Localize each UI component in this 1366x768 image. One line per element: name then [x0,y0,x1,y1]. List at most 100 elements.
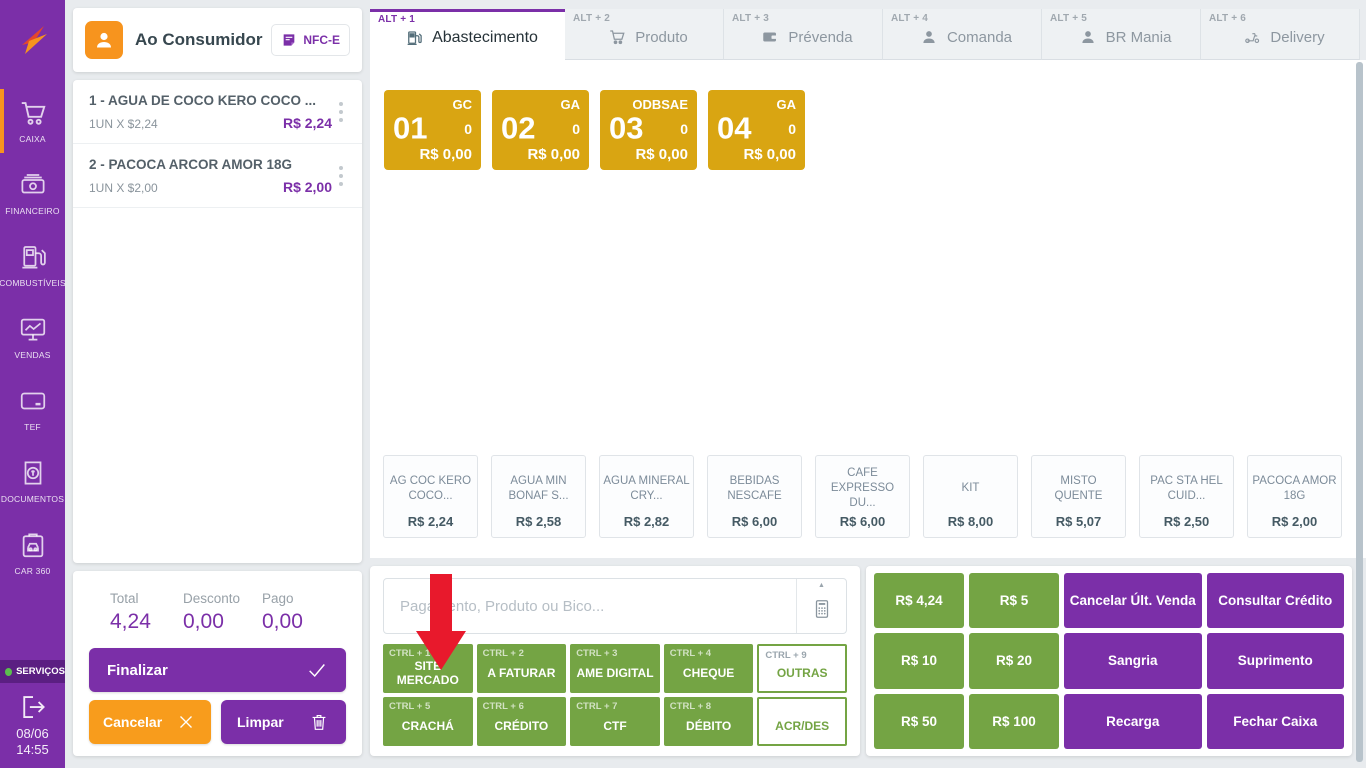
chevron-up-icon: ▲ [818,582,825,589]
sidebar-item-combustiveis[interactable]: COMBUSTÍVEIS [0,229,66,301]
pump-number: 04 [717,110,752,146]
tab-prevenda[interactable]: ALT + 3 Prévenda [724,9,883,60]
cash-button-50[interactable]: R$ 50 [874,693,964,749]
document-coin-icon [24,461,41,485]
logout-icon [22,696,45,718]
payment-debito[interactable]: CTRL + 8 DÉBITO [663,697,754,746]
suprimento-button[interactable]: Suprimento [1206,633,1344,689]
item-options-icon[interactable] [332,157,350,195]
tab-produto[interactable]: ALT + 2 Produto [565,9,724,60]
cash-button-4-24[interactable]: R$ 4,24 [874,573,964,629]
payment-credito[interactable]: CTRL + 6 CRÉDITO [476,697,567,746]
product-tile[interactable]: CAFE EXPRESSO DU... R$ 6,00 [815,455,910,538]
tab-label: BR Mania [1105,28,1172,46]
trash-icon [312,714,326,730]
cash-button-5[interactable]: R$ 5 [969,573,1059,629]
cash-actions-panel: R$ 4,24 R$ 5 Cancelar Últ. Venda Consult… [866,566,1352,756]
scrollbar[interactable] [1356,62,1363,762]
close-icon [180,716,192,728]
product-price: R$ 2,50 [1163,514,1210,529]
item-options-icon[interactable] [332,93,350,131]
tab-shortcut: ALT + 2 [573,13,611,24]
sidebar-item-servicos[interactable]: SERVIÇOS [0,660,65,683]
product-price: R$ 5,07 [1055,514,1102,529]
payment-acr-des[interactable]: ACR/DES [757,697,847,746]
consultar-credito-button[interactable]: Consultar Crédito [1206,573,1344,629]
pump-count: 0 [788,121,796,137]
pump-tile[interactable]: 01 GC 0 R$ 0,00 [384,90,481,170]
product-tile[interactable]: PAC STA HEL CUID... R$ 2,50 [1139,455,1234,538]
product-name: AGUA MINERAL CRY... [603,474,690,502]
product-tile[interactable]: MISTO QUENTE R$ 5,07 [1031,455,1126,538]
product-tile[interactable]: AGUA MINERAL CRY... R$ 2,82 [599,455,694,538]
tab-label: Prévenda [788,28,853,46]
cash-button-10[interactable]: R$ 10 [874,633,964,689]
calculator-icon [815,600,828,618]
payment-outras[interactable]: CTRL + 9 OUTRAS [757,644,847,693]
sidebar-item-car360[interactable]: CAR 360 [0,517,65,589]
fechar-caixa-button[interactable]: Fechar Caixa [1206,693,1344,749]
product-tile[interactable]: BEBIDAS NESCAFE R$ 6,00 [707,455,802,538]
cart-item-qty: 1UN X $2,00 [89,181,158,195]
logout-button[interactable] [0,692,65,722]
payment-cracha[interactable]: CTRL + 5 CRACHÁ [383,697,473,746]
sidebar-item-label: FINANCEIRO [5,206,60,216]
payment-a-faturar[interactable]: CTRL + 2 A FATURAR [476,644,567,693]
cancelar-button[interactable]: Cancelar [89,700,211,744]
banknote-icon [21,174,44,194]
payment-panel: ▲ CTRL + 1 SITE MERCADO CTRL + 2 A FATUR… [370,566,860,756]
cart-item[interactable]: 1 - AGUA DE COCO KERO COCO ... 1UN X $2,… [73,80,362,144]
sidebar-item-caixa[interactable]: CAIXA [0,85,65,157]
pump-tile[interactable]: 03 ODBSAE 0 R$ 0,00 [600,90,697,170]
cart-item[interactable]: 2 - PACOCA ARCOR AMOR 18G 1UN X $2,00 R$… [73,144,362,208]
cart-item-name: 2 - PACOCA ARCOR AMOR 18G [89,157,293,172]
payment-ctf[interactable]: CTRL + 7 CTF [570,697,660,746]
pump-tile[interactable]: 04 GA 0 R$ 0,00 [708,90,805,170]
cart-item-name: 1 - AGUA DE COCO KERO COCO ... [89,93,317,108]
product-name: CAFE EXPRESSO DU... [830,467,895,509]
payment-cheque[interactable]: CTRL + 4 CHEQUE [663,644,754,693]
payment-site-mercado[interactable]: CTRL + 1 SITE MERCADO [383,644,473,693]
nfce-badge[interactable]: NFC-E [271,24,350,56]
cash-button-20[interactable]: R$ 20 [969,633,1059,689]
abastecimento-content: 01 GC 0 R$ 0,00 02 GA 0 R$ 0,00 03 ODBSA… [370,60,1366,558]
tab-shortcut: ALT + 4 [891,13,929,24]
product-tile[interactable]: AGUA MIN BONAF S... R$ 2,58 [491,455,586,538]
sidebar-item-vendas[interactable]: VENDAS [0,301,65,373]
tab-abastecimento[interactable]: ALT + 1 Abastecimento [370,9,565,60]
pump-value: R$ 0,00 [527,146,580,163]
finalizar-button[interactable]: Finalizar [89,648,346,692]
sidebar-item-documentos[interactable]: DOCUMENTOS [0,445,65,517]
desconto-value: 0,00 [183,610,224,633]
pump-tile[interactable]: 02 GA 0 R$ 0,00 [492,90,589,170]
total-value: 4,24 [110,610,151,633]
sidebar-item-label: COMBUSTÍVEIS [0,278,66,288]
recarga-button[interactable]: Recarga [1064,693,1202,749]
scooter-icon [1245,33,1260,44]
cancelar-ultima-venda-button[interactable]: Cancelar Últ. Venda [1064,573,1202,629]
cash-button-100[interactable]: R$ 100 [969,693,1059,749]
sangria-button[interactable]: Sangria [1064,633,1202,689]
pump-value: R$ 0,00 [635,146,688,163]
tab-brmania[interactable]: ALT + 5 BR Mania [1042,9,1201,60]
datetime: 08/06 14:55 [0,726,65,759]
tab-shortcut: ALT + 5 [1050,13,1088,24]
product-name: AG COC KERO COCO... [389,474,472,502]
time-label: 14:55 [16,742,49,758]
servicos-label: SERVIÇOS [16,666,65,677]
sidebar-item-tef[interactable]: TEF [0,373,65,445]
pump-fuel-code: ODBSAE [632,97,688,112]
product-tile[interactable]: AG COC KERO COCO... R$ 2,24 [383,455,478,538]
product-tile[interactable]: PACOCA AMOR 18G R$ 2,00 [1247,455,1342,538]
product-tile[interactable]: KIT R$ 8,00 [923,455,1018,538]
cart-item-price: R$ 2,24 [282,115,332,131]
sidebar-item-label: DOCUMENTOS [0,494,65,504]
tab-comanda[interactable]: ALT + 4 Comanda [883,9,1042,60]
sidebar-item-financeiro[interactable]: FINANCEIRO [0,157,65,229]
limpar-button[interactable]: Limpar [221,700,346,744]
payment-ame-digital[interactable]: CTRL + 3 AME DIGITAL [570,644,660,693]
search-input[interactable] [384,579,796,633]
calculator-button[interactable]: ▲ [796,579,846,633]
tab-delivery[interactable]: ALT + 6 Delivery [1201,9,1360,60]
product-price: R$ 2,24 [407,514,454,529]
